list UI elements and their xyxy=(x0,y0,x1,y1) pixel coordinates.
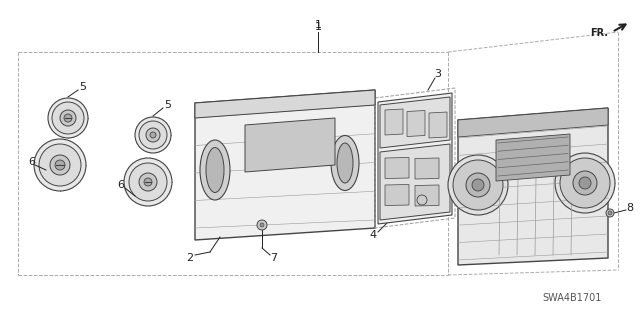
Polygon shape xyxy=(496,134,570,181)
Circle shape xyxy=(144,178,152,186)
Ellipse shape xyxy=(206,147,224,192)
Text: 4: 4 xyxy=(369,230,376,240)
Circle shape xyxy=(146,128,160,142)
Polygon shape xyxy=(385,109,403,135)
Circle shape xyxy=(64,114,72,122)
Circle shape xyxy=(257,220,267,230)
Text: 7: 7 xyxy=(271,253,278,263)
Text: 2: 2 xyxy=(186,253,193,263)
Polygon shape xyxy=(385,184,409,205)
Circle shape xyxy=(573,171,597,195)
Circle shape xyxy=(139,121,167,149)
Circle shape xyxy=(129,163,167,201)
Polygon shape xyxy=(385,158,409,179)
Polygon shape xyxy=(415,185,439,206)
Circle shape xyxy=(50,155,70,175)
Circle shape xyxy=(139,173,157,191)
Polygon shape xyxy=(415,158,439,179)
Text: 8: 8 xyxy=(627,203,634,213)
Circle shape xyxy=(48,98,88,138)
Circle shape xyxy=(448,155,508,215)
Text: SWA4B1701: SWA4B1701 xyxy=(542,293,602,303)
Circle shape xyxy=(560,158,610,208)
Polygon shape xyxy=(380,144,450,220)
Polygon shape xyxy=(458,108,608,137)
Polygon shape xyxy=(380,97,450,148)
Circle shape xyxy=(472,179,484,191)
Circle shape xyxy=(124,158,172,206)
Circle shape xyxy=(453,160,503,210)
Circle shape xyxy=(55,160,65,170)
Text: 1: 1 xyxy=(314,22,321,32)
Circle shape xyxy=(466,173,490,197)
Text: 3: 3 xyxy=(435,69,442,79)
Polygon shape xyxy=(195,90,375,240)
Polygon shape xyxy=(458,108,608,265)
Text: 1: 1 xyxy=(314,20,321,30)
Polygon shape xyxy=(378,93,452,224)
Ellipse shape xyxy=(337,143,353,183)
Circle shape xyxy=(34,139,86,191)
Polygon shape xyxy=(429,112,447,138)
Circle shape xyxy=(150,132,156,138)
Circle shape xyxy=(606,209,614,217)
Ellipse shape xyxy=(331,136,359,190)
Circle shape xyxy=(60,110,76,126)
Text: 6: 6 xyxy=(118,180,125,190)
Text: 5: 5 xyxy=(79,82,86,92)
Circle shape xyxy=(52,102,84,134)
Circle shape xyxy=(135,117,171,153)
Polygon shape xyxy=(407,110,425,137)
Polygon shape xyxy=(195,90,375,118)
Circle shape xyxy=(555,153,615,213)
Polygon shape xyxy=(245,118,335,172)
Circle shape xyxy=(39,144,81,186)
Ellipse shape xyxy=(200,140,230,200)
Text: 6: 6 xyxy=(29,157,35,167)
Circle shape xyxy=(608,211,612,215)
Text: FR.: FR. xyxy=(590,28,608,38)
Circle shape xyxy=(579,177,591,189)
Circle shape xyxy=(417,195,427,205)
Text: 5: 5 xyxy=(164,100,172,110)
Circle shape xyxy=(260,223,264,227)
